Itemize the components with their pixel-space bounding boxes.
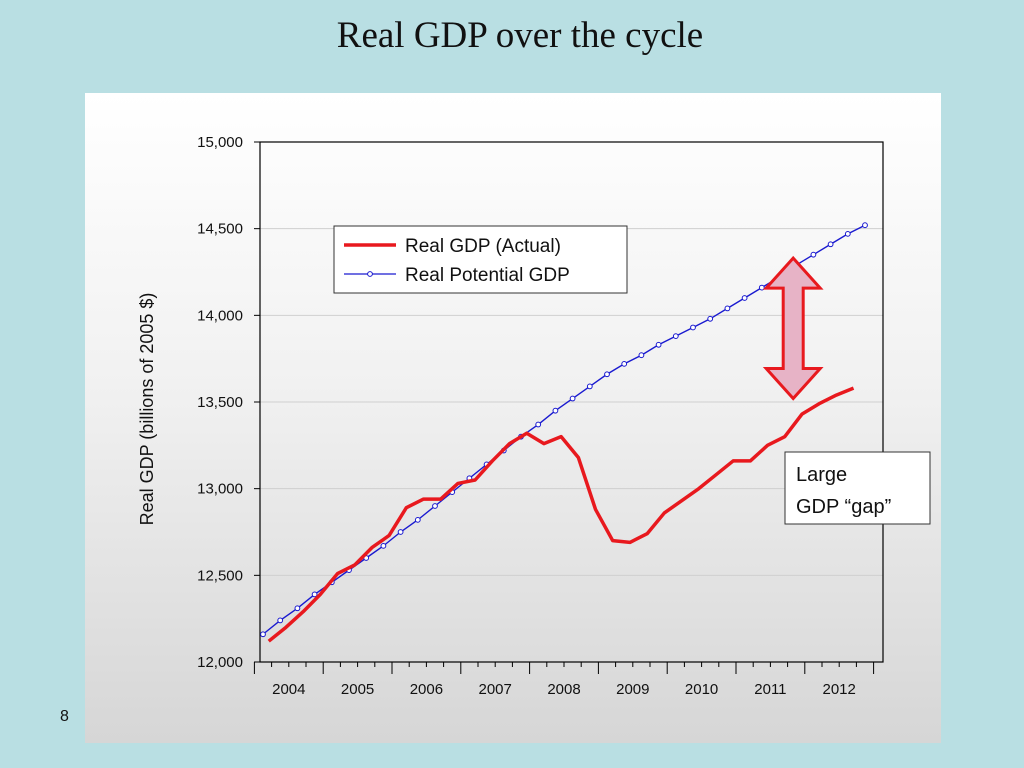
potential-point <box>655 341 662 348</box>
y-tick-label: 13,500 <box>197 394 243 411</box>
potential-point <box>707 315 714 322</box>
y-tick-label: 12,500 <box>197 567 243 584</box>
potential-point <box>260 631 266 638</box>
gap-callout-line-1: Large <box>796 464 847 486</box>
y-tick-label: 14,000 <box>197 307 243 324</box>
x-tick-label: 2007 <box>479 681 512 698</box>
potential-point <box>294 605 301 612</box>
legend: Real GDP (Actual) Real Potential GDP <box>333 225 628 294</box>
y-axis-title: Real GDP (billions of 2005 $) <box>137 293 157 526</box>
potential-point <box>724 305 731 312</box>
y-axis: 12,000 12,500 13,000 13,500 14,000 14,500 15,0… <box>197 134 260 671</box>
series-line-potential <box>262 224 866 635</box>
x-tick-label: 2006 <box>410 681 443 698</box>
x-tick-label: 2009 <box>616 681 649 698</box>
potential-point <box>758 284 765 291</box>
potential-point <box>397 529 404 535</box>
slide-title: Real GDP over the cycle <box>336 15 704 56</box>
series-line-actual <box>267 386 855 643</box>
potential-point <box>277 617 284 624</box>
potential-point <box>827 241 834 248</box>
y-tick-label: 12,000 <box>197 654 243 671</box>
potential-point <box>741 295 748 301</box>
legend-label-potential: Real Potential GDP <box>405 265 570 286</box>
potential-point <box>810 251 817 258</box>
potential-point <box>414 516 421 523</box>
potential-point <box>535 421 542 428</box>
gap-arrow <box>762 255 824 401</box>
x-tick-label: 2008 <box>547 681 580 698</box>
potential-point <box>604 371 610 378</box>
potential-point <box>672 333 679 340</box>
x-axis: 2004 2005 2006 2007 2008 2009 2010 2011 2012 <box>253 662 875 698</box>
potential-point <box>311 591 318 598</box>
legend-box <box>333 225 628 294</box>
potential-point <box>690 324 696 331</box>
y-tick-label: 13,000 <box>197 481 243 498</box>
x-tick-label: 2010 <box>685 681 718 698</box>
page-number: 8 <box>60 708 69 725</box>
gap-callout: Large GDP “gap” <box>784 451 931 525</box>
gap-callout-box <box>784 451 931 525</box>
y-tick-label: 14,500 <box>197 221 243 238</box>
potential-point <box>432 503 438 509</box>
legend-marker-potential <box>367 271 373 277</box>
potential-point <box>552 407 559 414</box>
potential-point <box>862 222 868 229</box>
x-tick-label: 2012 <box>823 681 856 698</box>
potential-point <box>569 395 576 402</box>
x-tick-label: 2004 <box>272 681 305 698</box>
y-tick-label: 15,000 <box>197 134 243 151</box>
potential-point <box>844 230 851 237</box>
x-tick-label: 2011 <box>754 681 786 698</box>
gap-callout-line-2: GDP “gap” <box>796 496 891 518</box>
x-tick-label: 2005 <box>341 681 374 698</box>
gap-double-arrow <box>762 255 824 401</box>
legend-label-actual: Real GDP (Actual) <box>405 236 561 257</box>
potential-point <box>638 352 645 359</box>
potential-point <box>380 542 387 549</box>
potential-point <box>586 383 593 390</box>
potential-point <box>621 360 628 367</box>
